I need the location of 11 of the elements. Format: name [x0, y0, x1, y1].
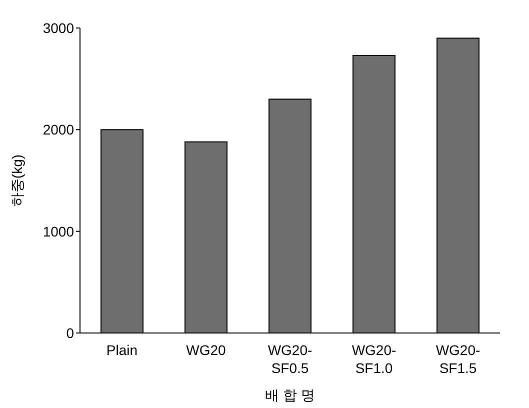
y-tick-label: 0 — [66, 325, 74, 341]
x-tick-label: Plain — [106, 342, 138, 358]
x-axis-title: 배 합 명 — [265, 387, 315, 403]
y-axis-title: 하중(kg) — [9, 154, 25, 207]
y-tick-label: 1000 — [42, 223, 74, 240]
x-tick-label: WG20-SF1.5 — [436, 342, 481, 376]
x-tick-label: WG20 — [186, 342, 226, 358]
y-tick-label: 3000 — [42, 20, 74, 36]
x-tick-label: WG20-SF0.5 — [268, 342, 313, 376]
x-tick-label: WG20-SF1.0 — [352, 342, 397, 376]
y-tick-label: 2000 — [42, 122, 74, 138]
